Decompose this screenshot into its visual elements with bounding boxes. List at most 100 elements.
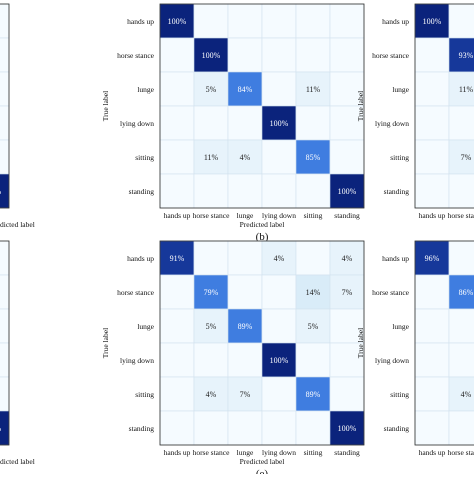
matrix-cell — [295, 240, 331, 276]
matrix-cell — [227, 139, 263, 175]
matrix-frame — [159, 240, 365, 446]
matrix-cell — [227, 342, 263, 378]
matrix-cell — [227, 308, 263, 344]
matrix-cell — [159, 308, 195, 344]
cell-value-label: 93% — [459, 51, 474, 60]
y-tick-label: lying down — [120, 356, 154, 365]
matrix-cell — [159, 71, 195, 107]
y-tick-label: hands up — [382, 254, 409, 263]
y-tick-label: hands up — [382, 17, 409, 26]
matrix-cell — [414, 37, 450, 73]
x-tick-label: hands up — [419, 448, 446, 457]
matrix-cell — [261, 240, 297, 276]
matrix-cell — [0, 308, 10, 344]
matrix-cell — [227, 410, 263, 446]
matrix-cell — [159, 274, 195, 310]
cell-value-label: 5% — [206, 85, 217, 94]
x-tick-label: horse stance — [193, 448, 231, 457]
matrix-cell — [193, 37, 229, 73]
matrix-cell — [159, 105, 195, 141]
matrix-cell — [261, 37, 297, 73]
y-tick-label: sitting — [390, 153, 409, 162]
cell-value-label: 89% — [306, 390, 321, 399]
matrix-cell — [414, 410, 450, 446]
matrix-cell — [193, 240, 229, 276]
matrix-cell — [295, 37, 331, 73]
matrix-cell — [414, 173, 450, 209]
x-axis-label: Predicted label — [240, 457, 285, 466]
matrix-cell — [414, 3, 450, 39]
y-tick-label: standing — [129, 424, 155, 433]
matrix-cell — [0, 342, 10, 378]
matrix-cell — [448, 308, 474, 344]
matrix-frame — [414, 3, 474, 209]
matrix-frame — [0, 240, 10, 446]
y-tick-label: hands up — [127, 17, 154, 26]
matrix-cell — [0, 139, 10, 175]
cell-value-label: 11% — [204, 153, 219, 162]
matrix-cell — [295, 410, 331, 446]
subplot-caption: (e) — [256, 468, 269, 474]
y-tick-label: standing — [384, 424, 410, 433]
cell-value-label: 100% — [338, 187, 357, 196]
matrix-cell — [448, 274, 474, 310]
cell-value-label: 7% — [342, 288, 353, 297]
cell-value-label: 5% — [308, 322, 319, 331]
cell-value-label: 4% — [274, 254, 285, 263]
matrix-cell — [448, 376, 474, 412]
matrix-cell — [159, 139, 195, 175]
cell-value-label: 11% — [459, 85, 474, 94]
cell-value-label: 4% — [240, 153, 251, 162]
y-axis-label: True label — [101, 91, 110, 121]
matrix-cell — [448, 139, 474, 175]
matrix-cell — [0, 3, 10, 39]
y-tick-label: standing — [129, 187, 155, 196]
y-tick-label: sitting — [390, 390, 409, 399]
matrix-cell — [329, 342, 365, 378]
y-tick-label: horse stance — [117, 51, 155, 60]
cell-value-label: 7% — [461, 153, 472, 162]
matrix-cell — [0, 410, 10, 446]
matrix-cell — [448, 3, 474, 39]
matrix-cell — [448, 410, 474, 446]
matrix-cell — [0, 274, 10, 310]
cell-value-label: 4% — [461, 390, 472, 399]
x-tick-label: lying down — [262, 211, 296, 220]
matrix-cell — [0, 105, 10, 141]
matrix-frame — [0, 3, 10, 209]
cell-value-label: 79% — [204, 288, 219, 297]
y-tick-label: lunge — [392, 85, 409, 94]
x-tick-label: standing — [334, 448, 360, 457]
matrix-cell — [193, 173, 229, 209]
matrix-cell — [261, 105, 297, 141]
matrix-cell — [261, 342, 297, 378]
matrix-frame — [414, 240, 474, 446]
matrix-cell — [193, 274, 229, 310]
x-tick-label: sitting — [304, 448, 323, 457]
cell-value-label: 4% — [206, 390, 217, 399]
matrix-cell — [261, 410, 297, 446]
matrix-cell — [329, 376, 365, 412]
matrix-cell — [0, 71, 10, 107]
x-tick-label: standing — [334, 211, 360, 220]
y-axis-label: True label — [101, 328, 110, 358]
matrix-cell — [329, 139, 365, 175]
matrix-cell — [159, 173, 195, 209]
matrix-cell — [329, 173, 365, 209]
matrix-cell — [329, 37, 365, 73]
matrix-cell — [414, 105, 450, 141]
matrix-cell — [448, 105, 474, 141]
matrix-cell — [448, 37, 474, 73]
matrix-cell — [193, 105, 229, 141]
cell-value-label: 11% — [306, 85, 321, 94]
cell-value-label: 14% — [306, 288, 321, 297]
x-tick-label: hands up — [164, 211, 191, 220]
cell-value-label: 7% — [240, 390, 251, 399]
y-tick-label: horse stance — [372, 51, 410, 60]
x-axis-label: dicted label — [0, 457, 35, 466]
matrix-cell — [159, 376, 195, 412]
cell-value-label: 100% — [270, 356, 289, 365]
matrix-cell — [159, 37, 195, 73]
matrix-cell — [227, 240, 263, 276]
